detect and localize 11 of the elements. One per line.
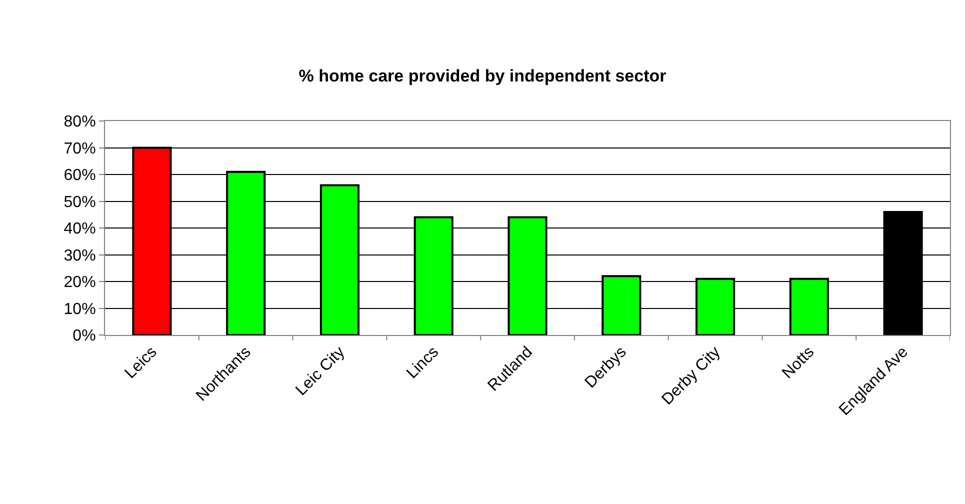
chart-title: % home care provided by independent sector [298, 66, 667, 86]
y-tick-label: 0% [72, 328, 96, 345]
y-tick-label: 50% [64, 194, 96, 211]
y-tick-label: 30% [64, 247, 96, 264]
x-tick-label: Leic City [292, 344, 348, 400]
y-tick-label: 60% [64, 167, 96, 184]
y-tick-label: 10% [64, 300, 96, 318]
y-tick-label: 70% [64, 140, 96, 158]
y-tick-label: 20% [64, 274, 96, 292]
y-tick-label: 40% [64, 220, 96, 238]
y-tick-label: 80% [64, 114, 96, 131]
